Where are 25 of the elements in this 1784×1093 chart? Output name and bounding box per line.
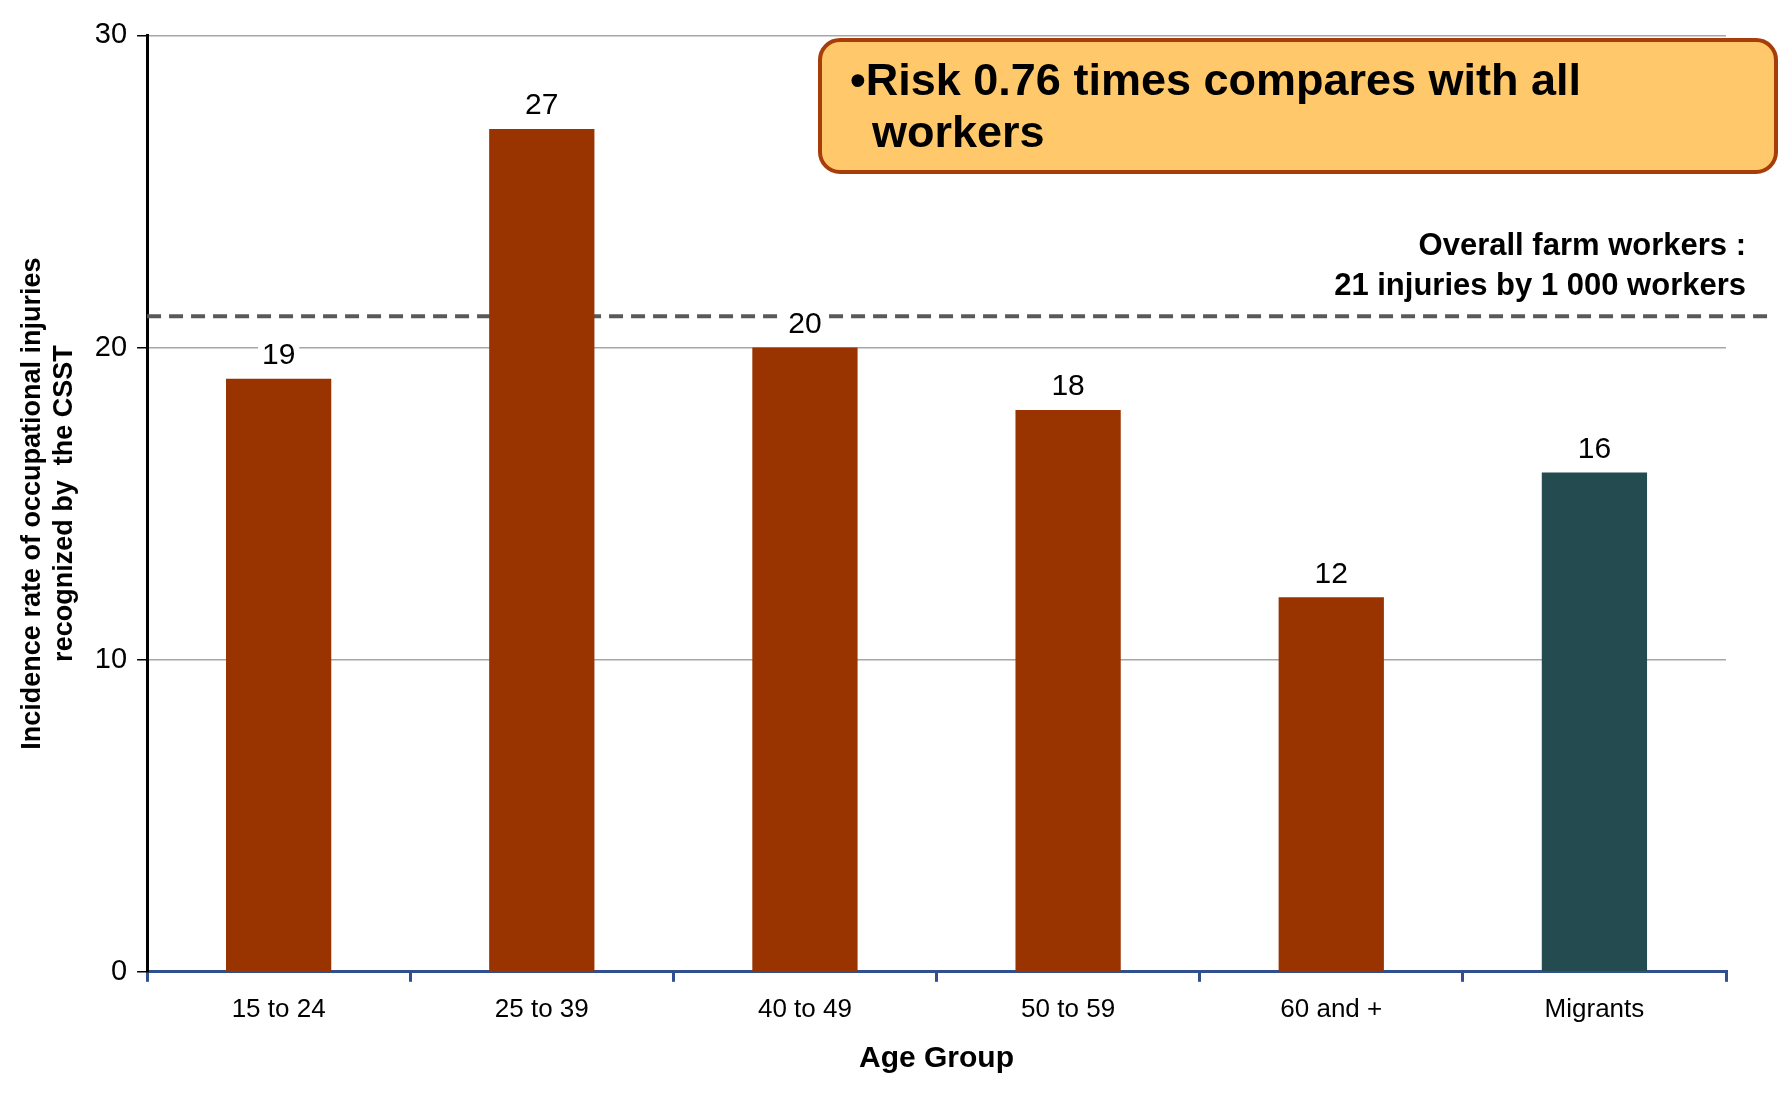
bar xyxy=(489,129,595,972)
x-tick-label: 25 to 39 xyxy=(494,992,589,1023)
y-tick-label: 10 xyxy=(94,641,128,674)
y-tick-label: 30 xyxy=(94,17,128,50)
bar xyxy=(1278,597,1384,972)
data-label: 19 xyxy=(261,337,296,371)
data-label: 16 xyxy=(1577,430,1612,464)
x-tick-label: 50 to 59 xyxy=(1021,992,1116,1023)
bar xyxy=(1015,409,1121,972)
ref-line-label: Overall farm workers : 21 injuries by 1 000 workers xyxy=(1334,227,1746,303)
data-label: 18 xyxy=(1051,368,1085,402)
data-label: 20 xyxy=(788,305,822,339)
data-label: 27 xyxy=(525,87,559,121)
bar xyxy=(1541,472,1648,972)
x-tick-label: Migrants xyxy=(1544,992,1645,1023)
x-tick-label: 15 to 24 xyxy=(231,992,326,1023)
y-tick-label: 0 xyxy=(110,953,128,986)
x-tick-label: 40 to 49 xyxy=(757,992,852,1023)
bar xyxy=(226,378,332,972)
y-axis-title: Incidence rate of occupational injuries recognized by the CSST xyxy=(15,257,79,750)
x-axis-title: Age Group xyxy=(859,1040,1015,1074)
bar xyxy=(752,347,858,972)
data-label: 12 xyxy=(1314,555,1348,589)
y-tick-label: 20 xyxy=(94,329,128,362)
x-tick-label: 60 and + xyxy=(1280,992,1383,1023)
